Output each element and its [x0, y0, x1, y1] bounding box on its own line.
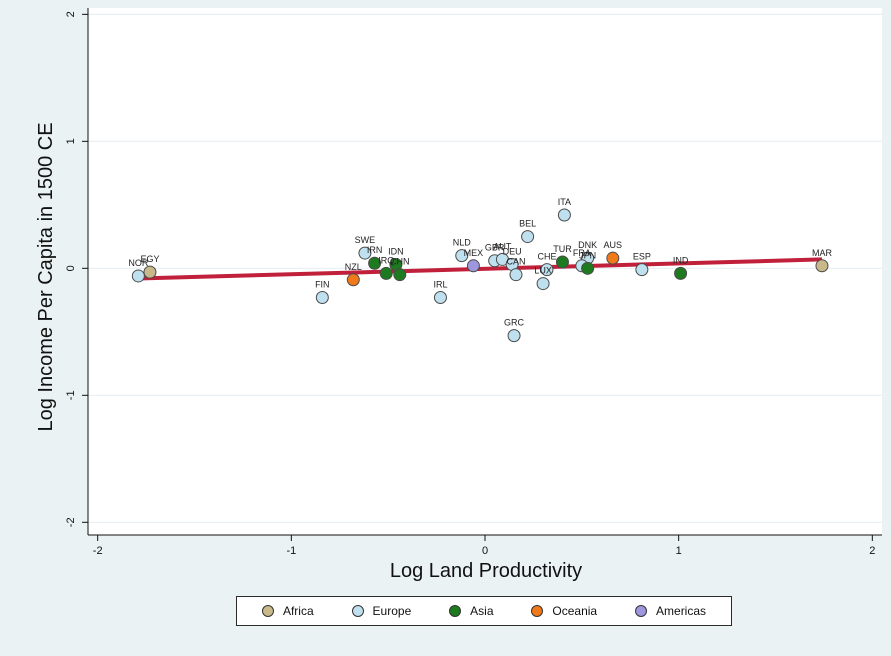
- data-point: [521, 230, 535, 244]
- point-label: NLD: [453, 238, 472, 248]
- legend-label: Africa: [282, 604, 314, 618]
- legend-item: Americas: [635, 604, 706, 618]
- data-point: [131, 269, 145, 283]
- point-label: NZL: [345, 262, 362, 272]
- data-point: [581, 261, 595, 275]
- legend-label: Oceania: [552, 604, 598, 618]
- data-point: [606, 251, 620, 265]
- point-label: CAN: [506, 257, 525, 267]
- point-label: LUX: [534, 266, 552, 276]
- y-axis-title: Log Income Per Capita in 1500 CE: [35, 122, 57, 431]
- legend-label: Asia: [470, 604, 494, 618]
- point-label: TUR: [553, 244, 572, 254]
- point-label: ITA: [558, 197, 571, 207]
- data-point: [315, 291, 329, 305]
- y-tick-label: 2: [65, 11, 77, 17]
- legend-swatch: [449, 605, 462, 617]
- point-label: JPN: [579, 250, 596, 260]
- x-axis-title: Log Land Productivity: [390, 560, 582, 582]
- point-label: BEL: [519, 219, 536, 229]
- data-point: [368, 256, 382, 270]
- y-tick-label: -1: [65, 390, 77, 400]
- fit-line: [138, 257, 823, 281]
- legend-label: Europe: [372, 604, 412, 618]
- data-point: [143, 265, 157, 279]
- data-point: [466, 259, 480, 273]
- point-label: IRQ: [378, 255, 394, 265]
- x-tick-label: 2: [869, 545, 875, 557]
- legend-item: Oceania: [531, 604, 597, 618]
- point-label: DNK: [578, 240, 597, 250]
- point-label: IRN: [367, 245, 383, 255]
- point-label: IDN: [388, 247, 404, 257]
- data-point: [536, 277, 550, 291]
- data-point: [557, 208, 571, 222]
- data-point: [540, 263, 554, 277]
- point-label: NOR: [128, 258, 149, 268]
- data-point: [815, 259, 829, 273]
- point-label: ESP: [633, 252, 651, 262]
- data-point: [393, 268, 407, 282]
- x-tick-label: -2: [93, 545, 103, 557]
- point-label: MAR: [812, 248, 833, 258]
- data-point: [674, 266, 688, 280]
- data-point: [433, 291, 447, 305]
- legend-item: Asia: [449, 604, 494, 618]
- x-tick-label: -1: [286, 545, 296, 557]
- legend-swatch: [635, 605, 648, 617]
- y-tick-label: 1: [65, 138, 77, 144]
- data-point: [455, 249, 469, 263]
- point-label: MEX: [464, 248, 484, 258]
- data-point: [555, 255, 569, 269]
- point-label: FIN: [315, 280, 330, 290]
- legend: Africa Europe Asia Oceania Americas: [236, 596, 732, 626]
- point-label: DEU: [503, 247, 522, 257]
- point-label: GRC: [504, 318, 525, 328]
- data-point: [358, 246, 372, 260]
- data-point: [509, 268, 523, 282]
- point-label: FRA: [573, 248, 591, 258]
- legend-item: Europe: [351, 604, 412, 618]
- data-point: [346, 273, 360, 287]
- legend-item: Africa: [261, 604, 314, 618]
- x-tick-label: 1: [676, 545, 682, 557]
- point-label: IND: [673, 255, 689, 265]
- legend-swatch: [531, 605, 544, 617]
- data-point: [635, 263, 649, 277]
- y-tick-label: -2: [65, 517, 77, 527]
- legend-swatch: [261, 605, 274, 617]
- legend-swatch: [351, 605, 364, 617]
- point-label: IRL: [433, 280, 447, 290]
- point-label: AUT: [493, 241, 512, 251]
- data-point: [507, 329, 521, 343]
- y-tick-label: 0: [65, 265, 77, 271]
- point-label: AUS: [604, 240, 623, 250]
- plot-background: [88, 8, 882, 535]
- legend-label: Americas: [656, 604, 707, 618]
- point-label: CHN: [390, 257, 410, 267]
- fit-line-group: [138, 257, 823, 281]
- point-label: CHE: [537, 252, 556, 262]
- data-points: [131, 208, 829, 343]
- point-label: GBR: [485, 243, 505, 253]
- axes: -2 -1 0 1 2 -2 -1 0 1 2: [65, 8, 882, 557]
- point-label: SWE: [355, 235, 376, 245]
- x-tick-label: 0: [482, 545, 488, 557]
- data-point: [379, 266, 393, 280]
- point-label: EGY: [140, 254, 159, 264]
